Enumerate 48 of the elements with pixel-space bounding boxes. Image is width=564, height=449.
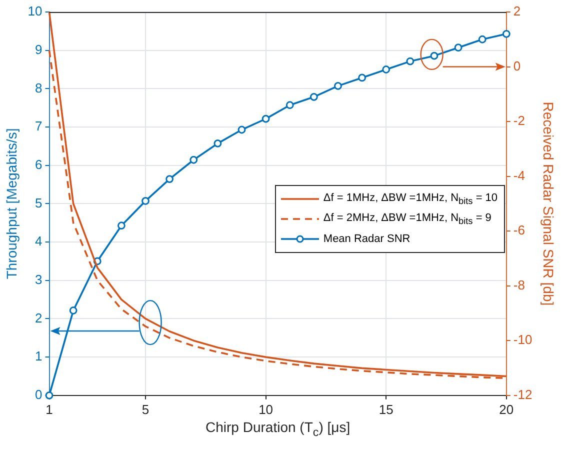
legend-label: Mean Radar SNR	[323, 232, 410, 245]
point	[214, 140, 222, 148]
point	[502, 30, 510, 38]
point	[238, 126, 246, 134]
x-tick-label: 1	[46, 402, 53, 417]
y-tick-label: 5	[35, 195, 42, 210]
point	[454, 44, 462, 52]
point	[358, 74, 366, 82]
y-tick-label: 7	[35, 118, 42, 134]
x-tick-label: 10	[258, 402, 274, 417]
y-tick-label: 4	[35, 234, 42, 249]
y-tick-label: 3	[35, 272, 42, 287]
y2-tick-label: -12	[513, 386, 532, 402]
y-axis-title: Throughput [Megabits/s]	[3, 128, 20, 280]
point	[406, 57, 414, 66]
y2-tick-label: -4	[513, 168, 525, 183]
y-tick-label: 0	[35, 386, 42, 402]
y-tick-label: 1	[35, 348, 42, 364]
point	[382, 66, 390, 74]
point	[334, 82, 342, 90]
x-axis-title: Chirp Duration (T$_{c}$) [μs]	[204, 419, 352, 440]
y-tick-label: 6	[35, 156, 42, 172]
y2-tick-label: -10	[513, 332, 532, 348]
y2-tick-label: 0	[513, 58, 521, 74]
y-tick-label: 2	[35, 310, 42, 326]
y2-tick-label: 2	[513, 4, 521, 19]
y-tick-label: 8	[35, 80, 42, 96]
point	[310, 92, 318, 101]
point	[142, 197, 150, 205]
legend-label: Δf = 2MHz, ΔBW =1MHz, N$_{bits}$ = 9	[323, 212, 492, 226]
point	[262, 114, 270, 123]
y-tick-label: 9	[35, 42, 42, 57]
point	[69, 306, 78, 314]
point	[286, 101, 294, 110]
x-tick-label: 20	[499, 402, 514, 417]
y2-axis-title: Received Radar Signal SNR [db]	[540, 102, 557, 306]
point	[190, 156, 198, 164]
point	[478, 35, 486, 44]
y2-tick-label: -2	[513, 113, 525, 128]
y2-tick-label: -6	[513, 222, 525, 238]
point	[45, 391, 54, 400]
x-tick-label: 15	[378, 402, 394, 417]
point	[117, 222, 126, 230]
y-tick-label: 10	[28, 4, 42, 19]
legend-label: Δf = 1MHz, ΔBW =1MHz, N$_{bits}$ = 10	[323, 192, 498, 206]
point	[166, 175, 174, 184]
y2-tick-label: -8	[513, 277, 525, 292]
x-tick-label: 5	[142, 402, 150, 417]
